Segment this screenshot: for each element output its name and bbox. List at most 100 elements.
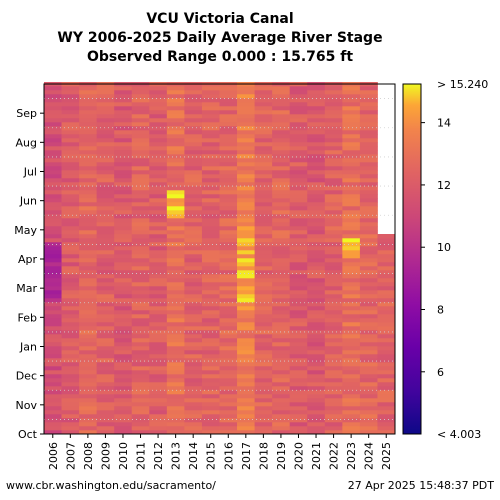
heatmap-cell — [254, 274, 273, 279]
heatmap-cell — [201, 274, 220, 279]
heatmap-cell — [377, 354, 396, 359]
heatmap-cell — [131, 394, 150, 399]
heatmap-cell — [254, 310, 273, 315]
heatmap-cell — [307, 386, 326, 391]
heatmap-cell — [272, 198, 291, 203]
heatmap-cell — [184, 250, 203, 255]
heatmap-cell — [324, 142, 343, 147]
heatmap-cell — [219, 318, 238, 323]
heatmap-cell — [79, 390, 98, 395]
heatmap-cell — [44, 198, 62, 203]
heatmap-cell — [96, 86, 115, 91]
heatmap-cell — [219, 118, 238, 123]
heatmap-cell — [219, 254, 238, 259]
heatmap-cell — [79, 374, 98, 379]
heatmap-cell — [342, 130, 361, 135]
heatmap-cell — [237, 162, 255, 167]
heatmap-cell — [166, 198, 185, 203]
heatmap-cell — [324, 122, 343, 127]
heatmap-cell — [307, 346, 326, 351]
heatmap-cell — [377, 394, 396, 399]
heatmap-cell — [44, 162, 62, 167]
heatmap-cell — [342, 274, 361, 279]
y-tick-label: Sep — [16, 107, 37, 120]
heatmap-cell — [272, 422, 291, 427]
heatmap-cell — [184, 322, 203, 327]
heatmap-cell — [44, 406, 62, 411]
heatmap-cell — [114, 234, 133, 239]
heatmap-cell — [184, 418, 203, 423]
heatmap-cell — [96, 250, 115, 255]
heatmap-cell — [219, 402, 238, 407]
heatmap-cell — [201, 382, 220, 387]
heatmap-cell — [342, 302, 361, 307]
heatmap-cell — [359, 298, 378, 303]
heatmap-cell — [61, 418, 80, 423]
heatmap-cell — [342, 154, 361, 159]
heatmap-cell — [307, 398, 326, 403]
grid-lines — [44, 98, 395, 420]
heatmap-cell — [96, 154, 115, 159]
heatmap-cell — [272, 138, 291, 143]
heatmap-cell — [324, 138, 343, 143]
heatmap-cell — [61, 94, 80, 99]
heatmap-cell — [272, 378, 291, 383]
heatmap-cell — [254, 374, 273, 379]
heatmap-cell — [44, 190, 62, 195]
heatmap-cell — [184, 374, 203, 379]
heatmap-cell — [219, 338, 238, 343]
heatmap-cell — [96, 326, 115, 331]
heatmap-cell — [149, 94, 168, 99]
heatmap-cell — [377, 362, 396, 367]
x-axis: 2006 2007 2008 2009 2010 2011 2012 2013 2014 2015… — [47, 434, 393, 470]
heatmap-cell — [272, 326, 291, 331]
heatmap-cell — [61, 374, 80, 379]
heatmap-cell — [219, 94, 238, 99]
heatmap-cell — [44, 174, 62, 179]
heatmap-cell — [377, 294, 396, 299]
heatmap-cell — [307, 318, 326, 323]
heatmap-cell — [201, 414, 220, 419]
heatmap-cell — [342, 178, 361, 183]
heatmap-cell — [324, 330, 343, 335]
heatmap-cell — [79, 266, 98, 271]
heatmap-cell — [201, 318, 220, 323]
heatmap-cell — [96, 118, 115, 123]
heatmap-cell — [131, 370, 150, 375]
heatmap-cell — [289, 86, 308, 91]
heatmap-cell — [131, 114, 150, 119]
heatmap-cell — [359, 210, 378, 215]
heatmap-cell — [166, 362, 185, 367]
heatmap-cell — [289, 254, 308, 259]
heatmap-cell — [342, 318, 361, 323]
heatmap-cell — [201, 134, 220, 139]
heatmap-cell — [61, 226, 80, 231]
heatmap-cell — [289, 274, 308, 279]
heatmap-cell — [272, 430, 291, 435]
heatmap-cell — [61, 410, 80, 415]
heatmap-cell — [237, 194, 255, 199]
heatmap-cell — [219, 370, 238, 375]
heatmap-cell — [44, 402, 62, 407]
heatmap-cell — [307, 262, 326, 267]
heatmap-cell — [184, 334, 203, 339]
heatmap-cell — [184, 166, 203, 171]
heatmap-cell — [307, 290, 326, 295]
heatmap-cell — [61, 178, 80, 183]
heatmap-cell — [96, 358, 115, 363]
heatmap-cell — [289, 366, 308, 371]
heatmap-cell — [44, 370, 62, 375]
heatmap-cell — [254, 230, 273, 235]
heatmap-cell — [219, 322, 238, 327]
heatmap-cell — [359, 214, 378, 219]
heatmap-cell — [131, 274, 150, 279]
heatmap-cell — [96, 306, 115, 311]
heatmap-cell — [237, 146, 255, 151]
heatmap-cell — [201, 222, 220, 227]
heatmap-cell — [237, 346, 255, 351]
heatmap-cell — [289, 422, 308, 427]
heatmap-cell — [272, 214, 291, 219]
heatmap-cell — [201, 230, 220, 235]
heatmap-cell — [61, 306, 80, 311]
heatmap-cell — [201, 350, 220, 355]
